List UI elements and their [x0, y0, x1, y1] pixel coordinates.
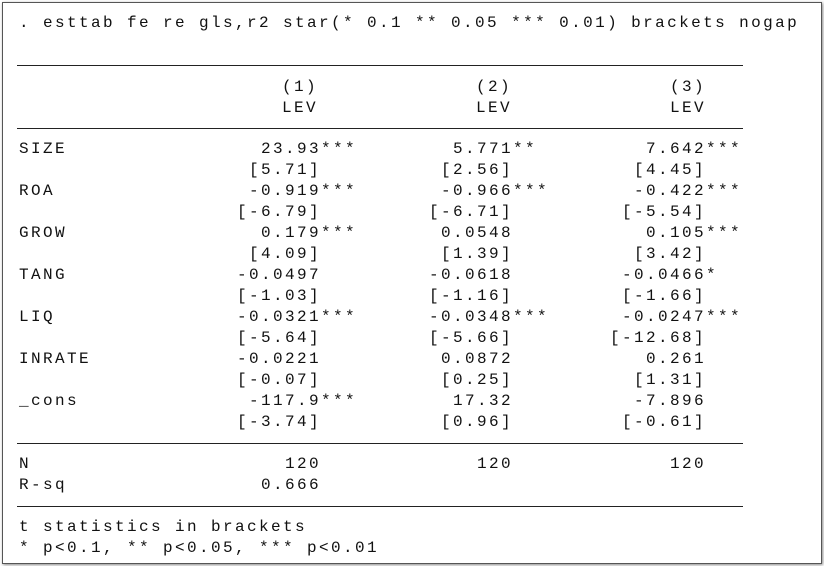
- stat-value: 120: [477, 455, 514, 473]
- t-statistic: [-1.16]: [429, 287, 514, 305]
- table-rule: [17, 128, 743, 129]
- coefficient: -0.0321***: [237, 308, 358, 326]
- footnote: * p<0.1, ** p<0.05, *** p<0.01: [19, 539, 380, 557]
- coefficient: -0.0466*: [622, 266, 719, 284]
- stat-label: N: [19, 455, 32, 473]
- column-depvar: LEV: [476, 99, 513, 117]
- t-statistic: [2.56]: [441, 161, 514, 179]
- stat-value: 0.666: [261, 476, 322, 494]
- t-statistic: [4.45]: [634, 161, 707, 179]
- coefficient: -0.0247***: [622, 308, 743, 326]
- coefficient: -7.896: [634, 392, 707, 410]
- table-rule: [17, 65, 743, 66]
- command-line: . esttab fe re gls,r2 star(* 0.1 ** 0.05…: [19, 14, 800, 32]
- coefficient: 0.179***: [261, 224, 358, 242]
- t-statistic: [-6.71]: [429, 203, 514, 221]
- coefficient: 17.32: [453, 392, 514, 410]
- t-statistic: [-3.74]: [237, 413, 322, 431]
- stat-label: R-sq: [19, 476, 68, 494]
- column-depvar: LEV: [282, 99, 319, 117]
- t-statistic: [-5.54]: [622, 203, 707, 221]
- t-statistic: [1.31]: [634, 371, 707, 389]
- coefficient: -0.0497: [237, 266, 322, 284]
- coefficient: 0.105***: [646, 224, 743, 242]
- t-statistic: [-1.66]: [622, 287, 707, 305]
- t-statistic: [-1.03]: [237, 287, 322, 305]
- coefficient: -0.966***: [441, 182, 550, 200]
- t-statistic: [-12.68]: [610, 329, 707, 347]
- row-label: SIZE: [19, 140, 68, 158]
- row-label: INRATE: [19, 350, 92, 368]
- table-rule: [17, 506, 743, 507]
- coefficient: 0.261: [646, 350, 707, 368]
- stat-value: 120: [285, 455, 322, 473]
- coefficient: -0.422***: [634, 182, 743, 200]
- t-statistic: [-5.64]: [237, 329, 322, 347]
- coefficient: -117.9***: [249, 392, 358, 410]
- coefficient: -0.0221: [237, 350, 322, 368]
- coefficient: 7.642***: [646, 140, 743, 158]
- row-label: LIQ: [19, 308, 56, 326]
- column-number: (3): [670, 78, 707, 96]
- footnote: t statistics in brackets: [19, 518, 308, 536]
- t-statistic: [5.71]: [249, 161, 322, 179]
- t-statistic: [-0.61]: [622, 413, 707, 431]
- row-label: TANG: [19, 266, 68, 284]
- t-statistic: [-0.07]: [237, 371, 322, 389]
- stat-value: 120: [670, 455, 707, 473]
- table-rule: [17, 443, 743, 444]
- coefficient: 0.0872: [441, 350, 514, 368]
- t-statistic: [-5.66]: [429, 329, 514, 347]
- t-statistic: [1.39]: [441, 245, 514, 263]
- coefficient: -0.0618: [429, 266, 514, 284]
- t-statistic: [4.09]: [249, 245, 322, 263]
- coefficient: -0.919***: [249, 182, 358, 200]
- t-statistic: [0.96]: [441, 413, 514, 431]
- t-statistic: [0.25]: [441, 371, 514, 389]
- column-depvar: LEV: [670, 99, 707, 117]
- coefficient: 23.93***: [261, 140, 358, 158]
- t-statistic: [3.42]: [634, 245, 707, 263]
- row-label: _cons: [19, 392, 80, 410]
- row-label: GROW: [19, 224, 68, 242]
- coefficient: -0.0348***: [429, 308, 550, 326]
- column-number: (2): [476, 78, 513, 96]
- row-label: ROA: [19, 182, 56, 200]
- coefficient: 0.0548: [441, 224, 514, 242]
- coefficient: 5.771**: [453, 140, 538, 158]
- column-number: (1): [282, 78, 319, 96]
- t-statistic: [-6.79]: [237, 203, 322, 221]
